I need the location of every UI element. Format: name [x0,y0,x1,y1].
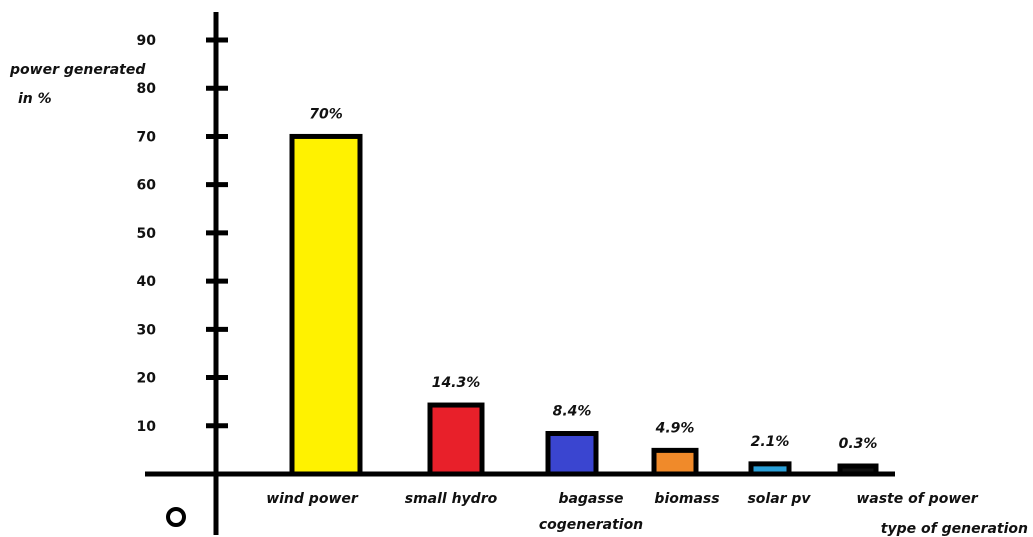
y-tick-label: 80 [137,81,157,97]
category-label: waste of power [856,491,978,507]
y-tick-label: 50 [137,226,157,242]
y-axis-title: in % [18,91,52,107]
y-tick-label: 20 [137,371,157,387]
x-axis-title: type of generation [881,521,1028,537]
y-axis-title: power generated [9,62,146,78]
y-tick-label: 90 [137,33,157,49]
y-tick-label: 30 [137,322,157,338]
y-ticks: 10 20 30 40 50 60 70 80 90 [137,33,228,435]
bar [289,133,363,477]
bar [748,461,792,477]
data-label: 0.3% [839,436,878,452]
category-label: wind power [266,491,359,507]
data-label: 2.1% [751,434,790,450]
y-tick-label: 60 [137,178,157,194]
bar [651,447,699,477]
category-label: solar pv [747,491,811,507]
bars [289,133,879,477]
y-tick-label: 40 [137,274,157,290]
data-label: 8.4% [553,403,592,419]
y-tick-label: 70 [137,129,157,145]
bar [545,430,599,477]
axes [145,12,895,535]
data-label: 4.9% [655,420,695,436]
bar [837,463,879,477]
category-label: small hydro [405,491,498,507]
data-label: 70% [309,106,343,122]
category-label: cogeneration [539,517,643,533]
bar [427,402,485,477]
y-tick-label: 10 [137,419,157,435]
labels: power generated in % type of generation 70%… [9,62,1028,537]
data-label: 14.3% [432,375,481,391]
category-label: biomass [654,491,719,507]
origin-mark [166,507,186,527]
category-label: bagasse [558,491,623,507]
